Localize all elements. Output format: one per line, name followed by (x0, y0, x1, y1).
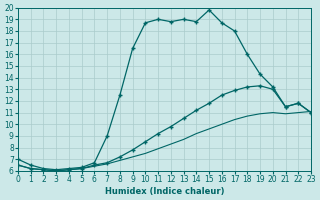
X-axis label: Humidex (Indice chaleur): Humidex (Indice chaleur) (105, 187, 224, 196)
